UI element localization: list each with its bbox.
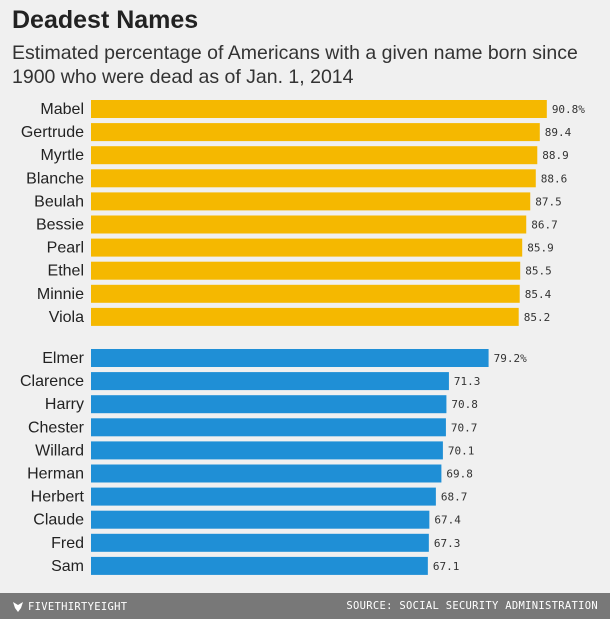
- category-label: Sam: [51, 558, 84, 575]
- value-label: 67.1: [433, 560, 460, 573]
- value-label: 88.6: [541, 172, 568, 185]
- category-label: Minnie: [37, 286, 84, 303]
- value-label: 87.5: [535, 195, 562, 208]
- category-label: Gertrude: [21, 124, 84, 141]
- bar-beulah: [91, 192, 531, 211]
- value-label: 70.8: [451, 398, 478, 411]
- category-label: Harry: [45, 396, 84, 413]
- value-label: 71.3: [454, 375, 481, 388]
- bar-gertrude: [91, 123, 540, 142]
- category-label: Chester: [28, 419, 85, 436]
- bar-minnie: [91, 284, 520, 303]
- value-label: 86.7: [531, 219, 558, 232]
- category-label: Beulah: [34, 193, 84, 210]
- category-label: Myrtle: [40, 147, 84, 164]
- bar-myrtle: [91, 146, 538, 165]
- category-label: Viola: [49, 309, 84, 326]
- bar-chester: [91, 418, 446, 437]
- value-label: 70.1: [448, 444, 475, 457]
- category-label: Elmer: [42, 350, 84, 367]
- bar-blanche: [91, 169, 536, 188]
- category-label: Mabel: [40, 101, 84, 118]
- fox-icon: [13, 601, 23, 612]
- chart-title: Deadest Names: [12, 6, 199, 34]
- value-label: 79.2%: [494, 352, 527, 365]
- bar-ethel: [91, 261, 521, 280]
- value-label: 70.7: [451, 421, 478, 434]
- category-label: Blanche: [26, 170, 84, 187]
- bar-sam: [91, 556, 428, 575]
- bar-bessie: [91, 215, 527, 234]
- category-label: Herbert: [31, 489, 85, 506]
- chart-subtitle: Estimated percentage of Americans with a…: [12, 42, 578, 88]
- value-label: 69.8: [446, 468, 473, 481]
- bar-pearl: [91, 238, 523, 257]
- bar-elmer: [91, 349, 489, 367]
- value-label: 85.2: [524, 311, 551, 324]
- category-label: Pearl: [47, 240, 84, 257]
- bar-mabel: [91, 100, 547, 118]
- category-label: Bessie: [36, 217, 84, 234]
- category-label: Ethel: [48, 263, 84, 280]
- bar-claude: [91, 510, 430, 529]
- bar-clarence: [91, 372, 449, 391]
- value-label: 85.5: [525, 265, 552, 278]
- value-label: 67.4: [434, 514, 461, 527]
- footer-bar: FIVETHIRTYEIGHT SOURCE: SOCIAL SECURITY …: [0, 593, 610, 619]
- value-label: 85.9: [527, 242, 554, 255]
- category-label: Fred: [51, 535, 84, 552]
- value-label: 67.3: [434, 537, 461, 550]
- category-label: Herman: [27, 466, 84, 483]
- category-label: Willard: [35, 442, 84, 459]
- brand-logo: FIVETHIRTYEIGHT: [12, 600, 127, 613]
- value-label: 88.9: [542, 149, 569, 162]
- value-label: 85.4: [525, 288, 552, 301]
- category-label: Clarence: [20, 373, 84, 390]
- bar-chart: Mabel 90.8% Gertrude 89.4 Myrtle 88.9 Blanche 8…: [20, 100, 585, 575]
- value-label: 89.4: [545, 126, 572, 139]
- value-label: 90.8%: [552, 103, 585, 116]
- bar-willard: [91, 441, 443, 460]
- value-label: 68.7: [441, 491, 468, 504]
- bar-herbert: [91, 487, 436, 506]
- bar-harry: [91, 395, 447, 414]
- bar-fred: [91, 533, 429, 552]
- source-note: SOURCE: SOCIAL SECURITY ADMINISTRATION: [346, 600, 598, 612]
- bar-herman: [91, 464, 442, 483]
- category-label: Claude: [33, 512, 84, 529]
- bar-viola: [91, 307, 519, 326]
- brand-name: FIVETHIRTYEIGHT: [28, 600, 128, 613]
